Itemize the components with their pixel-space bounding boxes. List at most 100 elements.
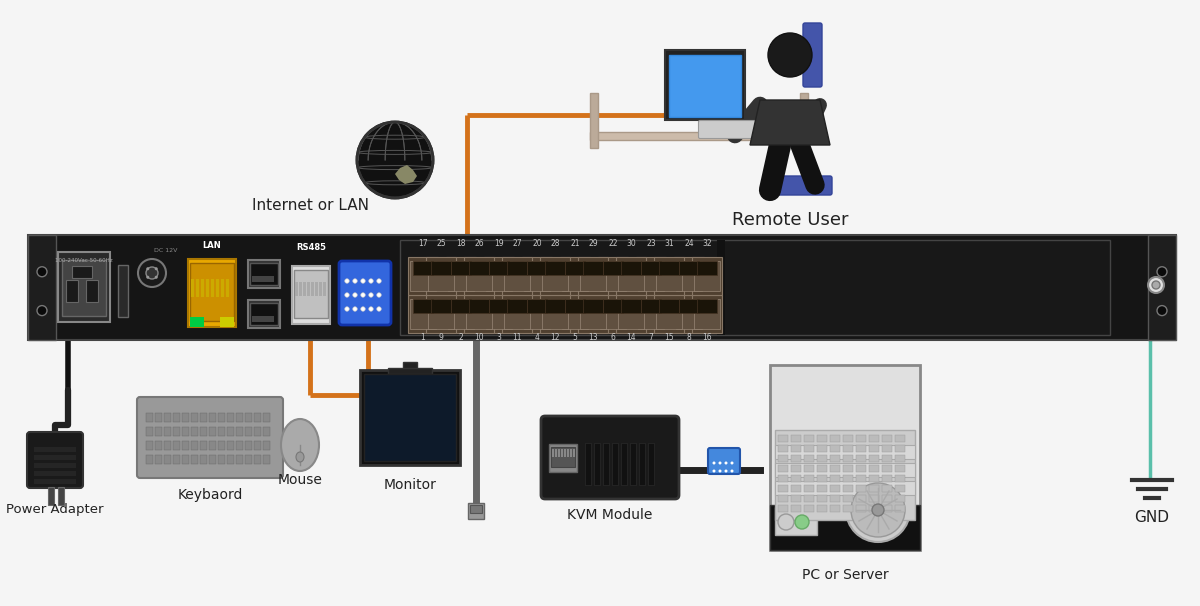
Bar <box>804 445 814 452</box>
Bar <box>466 299 492 329</box>
Bar <box>200 441 208 450</box>
Bar <box>817 475 827 482</box>
Bar <box>48 487 54 505</box>
Bar <box>598 295 628 333</box>
Bar <box>66 280 78 302</box>
Bar <box>604 443 610 485</box>
Bar <box>558 449 560 457</box>
Text: 4: 4 <box>534 333 540 342</box>
Bar <box>206 279 209 297</box>
Bar <box>468 503 484 519</box>
Bar <box>869 485 878 492</box>
Bar <box>466 261 492 291</box>
Bar <box>641 261 661 275</box>
Bar <box>622 443 628 485</box>
Bar <box>778 485 788 492</box>
Bar <box>641 299 661 313</box>
Bar <box>895 455 905 462</box>
Circle shape <box>377 279 382 283</box>
Bar <box>196 279 199 297</box>
Circle shape <box>725 462 727 465</box>
Bar <box>164 427 172 436</box>
Bar <box>245 427 252 436</box>
Bar <box>446 295 476 333</box>
Bar <box>28 235 1176 340</box>
Circle shape <box>344 293 349 297</box>
Bar <box>882 445 892 452</box>
Bar <box>586 443 592 485</box>
Bar <box>236 441 242 450</box>
Bar <box>191 279 194 297</box>
Text: DC 12V: DC 12V <box>155 247 178 253</box>
Circle shape <box>1152 281 1160 289</box>
Bar <box>470 505 482 513</box>
Bar <box>164 441 172 450</box>
Text: 32: 32 <box>702 239 712 247</box>
Bar <box>545 261 565 275</box>
Bar <box>464 295 494 333</box>
Bar <box>527 299 547 313</box>
Bar <box>697 261 718 275</box>
Bar <box>804 495 814 502</box>
Text: 19: 19 <box>494 239 504 247</box>
Text: Internet or LAN: Internet or LAN <box>252 198 368 213</box>
Bar <box>410 299 436 329</box>
Bar <box>856 495 866 502</box>
Bar <box>490 261 509 275</box>
Bar <box>600 261 626 291</box>
Bar <box>656 261 682 291</box>
Circle shape <box>37 305 47 316</box>
Circle shape <box>719 462 721 465</box>
Bar <box>600 299 626 329</box>
Bar <box>226 279 229 297</box>
Bar <box>895 485 905 492</box>
Bar <box>469 261 490 275</box>
Bar <box>718 240 725 335</box>
Bar <box>182 413 190 422</box>
Bar <box>622 261 641 275</box>
Bar <box>545 299 565 313</box>
Bar <box>882 465 892 472</box>
Text: 9: 9 <box>438 333 444 342</box>
Bar <box>484 295 514 333</box>
Bar <box>551 447 575 467</box>
Bar <box>882 455 892 462</box>
Text: 14: 14 <box>626 333 636 342</box>
Bar <box>34 455 76 460</box>
Circle shape <box>846 478 910 542</box>
Bar <box>522 257 552 295</box>
Bar <box>508 299 527 313</box>
Bar <box>314 282 318 296</box>
Circle shape <box>146 267 149 270</box>
Circle shape <box>368 307 373 311</box>
Bar <box>568 449 569 457</box>
Bar <box>451 299 470 313</box>
Bar <box>426 295 456 333</box>
Bar <box>263 427 270 436</box>
Bar <box>665 50 745 120</box>
Circle shape <box>361 279 365 283</box>
Bar <box>882 435 892 442</box>
Bar <box>830 445 840 452</box>
Bar <box>446 257 476 295</box>
Circle shape <box>344 279 349 283</box>
Bar <box>191 427 198 436</box>
Bar <box>72 266 92 278</box>
Text: 8: 8 <box>686 333 691 342</box>
Bar <box>118 265 128 317</box>
Bar <box>791 445 802 452</box>
Bar <box>565 261 586 275</box>
Bar <box>817 495 827 502</box>
Text: Monitor: Monitor <box>384 478 437 492</box>
Bar <box>248 260 280 288</box>
Text: Mouse: Mouse <box>277 473 323 487</box>
Bar <box>307 282 310 296</box>
Bar <box>842 485 853 492</box>
Circle shape <box>353 279 358 283</box>
Bar <box>191 455 198 464</box>
Text: 22: 22 <box>608 239 618 247</box>
Bar <box>388 368 432 374</box>
Bar <box>202 279 204 297</box>
Bar <box>252 276 274 282</box>
Circle shape <box>361 293 365 297</box>
